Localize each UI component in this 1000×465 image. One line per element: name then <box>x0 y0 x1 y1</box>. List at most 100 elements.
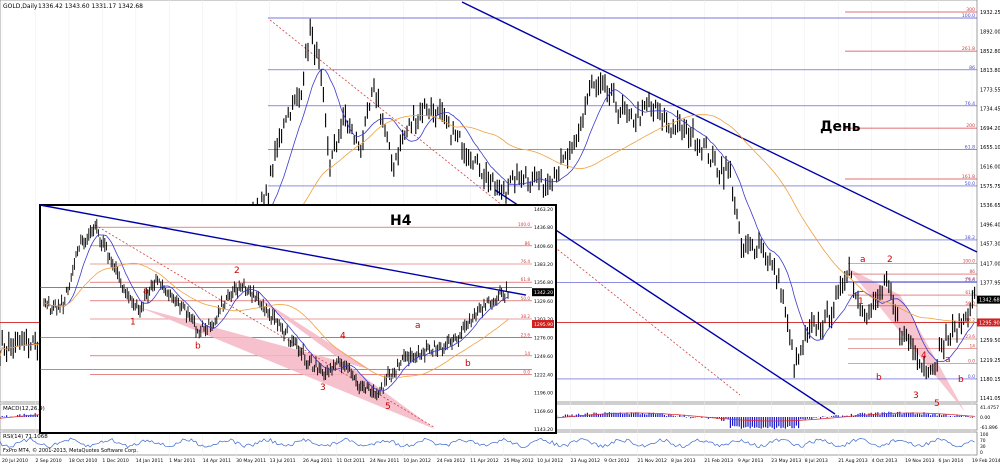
y-tick-label: 1496.40 <box>980 223 1000 229</box>
x-tick-label: 24 Feb 2012 <box>437 458 466 464</box>
x-tick-label: 18 Oct 2010 <box>69 458 97 464</box>
h4-y-tick-label: 1143.20 <box>534 427 553 433</box>
h4-current-price-label: 1342.20 <box>534 290 553 296</box>
x-tick-label: 11 Oct 2011 <box>336 458 364 464</box>
x-tick-label: 19 Feb 2014 <box>972 458 1000 464</box>
current-price-tag <box>977 295 1000 304</box>
fib-level-label: 161.8 <box>962 174 975 180</box>
h4-current-price-tag <box>532 288 554 297</box>
h4-price-bars <box>43 218 509 401</box>
wave-label-daily: a <box>860 255 866 265</box>
y-tick-label: 1219.25 <box>980 358 1000 364</box>
h4-trend-line <box>39 204 527 296</box>
fib-level-label-right: 38.2 <box>965 317 975 323</box>
x-tick-label: 13 Jul 2011 <box>270 458 296 464</box>
y-tick-label: 1536.65 <box>980 203 1000 209</box>
h4-y-tick-label: 1383.20 <box>534 262 553 268</box>
h4-wedge <box>140 285 435 430</box>
fib-level-label-right: 86 <box>970 269 976 275</box>
y-tick-label: 1180.15 <box>980 377 1000 383</box>
x-tick-label: 6 Jan 2014 <box>939 458 964 464</box>
fib-level-label: 23.6 <box>965 277 975 283</box>
x-tick-label: 4 Oct 2013 <box>872 458 898 464</box>
x-tick-label: 30 May 2011 <box>236 458 266 464</box>
wave-label-daily: 5 <box>934 399 940 409</box>
h4-ma-slow-line <box>43 262 509 379</box>
h4-wave-label: 5 <box>385 402 391 412</box>
fib-level-label: 200 <box>966 123 975 129</box>
rsi-label: RSI(14) 71.1068 <box>3 434 48 440</box>
h4-fib-label: 14 <box>525 351 531 356</box>
fib-level-label: 100.0 <box>962 13 975 19</box>
y-tick-label: 1575.75 <box>980 184 1000 190</box>
x-tick-label: 9 Apr 2013 <box>738 458 764 464</box>
h4-y-tick-label: 1356.80 <box>534 280 553 286</box>
fib-level-label: 50.0 <box>965 181 975 187</box>
y-tick-label: 1932.25 <box>980 10 1000 16</box>
x-tick-label: 8 Jul 2013 <box>805 458 828 464</box>
x-tick-label: 24 Nov 2011 <box>370 458 399 464</box>
red-level-label: 1295.90 <box>979 320 1000 326</box>
h4-y-tick-label: 1222.40 <box>534 373 553 379</box>
h4-wave-label: 1 <box>130 318 136 328</box>
x-tick-label: 2 Sep 2010 <box>35 458 61 464</box>
fib-level-label-right: 0.0 <box>968 358 975 364</box>
h4-fib-label: 86 <box>525 241 531 246</box>
fib-level-label: 61.8 <box>965 145 975 151</box>
x-tick-label: 14 Jan 2011 <box>136 458 164 464</box>
h4-y-tick-label: 1409.60 <box>534 244 553 250</box>
h4-y-tick-label: 1329.60 <box>534 299 553 305</box>
macd-tick-label: 0.00 <box>980 415 990 421</box>
y-tick-label: 1892.00 <box>980 30 1000 36</box>
x-tick-label: 23 Aug 2012 <box>571 458 601 464</box>
x-tick-label: 23 May 2013 <box>771 458 801 464</box>
x-tick-label: 8 Jan 2013 <box>671 458 696 464</box>
y-tick-label: 1694.20 <box>980 126 1000 132</box>
h4-fib-label: 61.8 <box>521 277 531 282</box>
upper-trend-line <box>461 1 978 253</box>
fib-level-label-right: 23.6 <box>965 334 975 340</box>
x-tick-label: 21 Nov 2012 <box>638 458 667 464</box>
x-tick-label: 25 May 2012 <box>504 458 534 464</box>
y-tick-label: 1259.50 <box>980 338 1000 344</box>
macd-tick-label: 41.4757 <box>980 405 999 411</box>
h4-y-tick-label: 1463.20 <box>534 207 553 213</box>
y-tick-label: 1377.95 <box>980 280 1000 286</box>
h4-fib-label: 76.4 <box>521 259 531 264</box>
x-tick-label: 1 Dec 2010 <box>102 458 129 464</box>
copyright-label: FxPro MT4, © 2001-2013, MetaQuotes Softw… <box>3 447 138 454</box>
x-tick-label: 19 Nov 2013 <box>905 458 934 464</box>
h4-ma-fast-line <box>43 234 509 392</box>
fib-level-label-right: 100.0 <box>963 258 976 264</box>
rsi-tick-label: 100 <box>980 432 989 438</box>
rsi-tick-label: 70 <box>980 438 986 444</box>
fib-level-label-right: 14 <box>970 344 976 350</box>
h4-y-tick-label: 1169.60 <box>534 409 553 415</box>
h4-wave-label: a <box>415 321 421 331</box>
h4-title: H4 <box>390 213 412 229</box>
y-tick-label: 1773.55 <box>980 87 1000 93</box>
h4-fib-label: 100.0 <box>518 222 530 227</box>
fib-level-label: 76.4 <box>965 101 975 107</box>
x-tick-label: 20 Jul 2010 <box>2 458 28 464</box>
h4-y-tick-label: 1249.60 <box>534 354 553 360</box>
wave-label-daily: a <box>945 355 951 365</box>
h4-fib-label: 0.0 <box>523 370 530 375</box>
fib-level-label: 261.8 <box>962 46 975 52</box>
h4-fib-label: 38.2 <box>521 314 531 319</box>
rsi-tick-label: 0 <box>980 450 983 456</box>
y-tick-label: 1141.05 <box>980 396 1000 402</box>
x-tick-label: 14 Apr 2011 <box>203 458 231 464</box>
symbol-label: GOLD,Daily <box>3 3 38 10</box>
h4-y-tick-label: 1436.80 <box>534 225 553 231</box>
h4-fib-label: 50.0 <box>521 296 531 301</box>
wave-label-daily: 1 <box>858 297 864 307</box>
red-level-tag <box>977 318 1000 327</box>
h4-wave-label: 4 <box>340 331 346 341</box>
rsi-line <box>0 437 975 449</box>
y-tick-label: 1417.00 <box>980 261 1000 267</box>
y-tick-label: 1457.30 <box>980 242 1000 248</box>
h4-wave-label: b <box>465 359 471 369</box>
